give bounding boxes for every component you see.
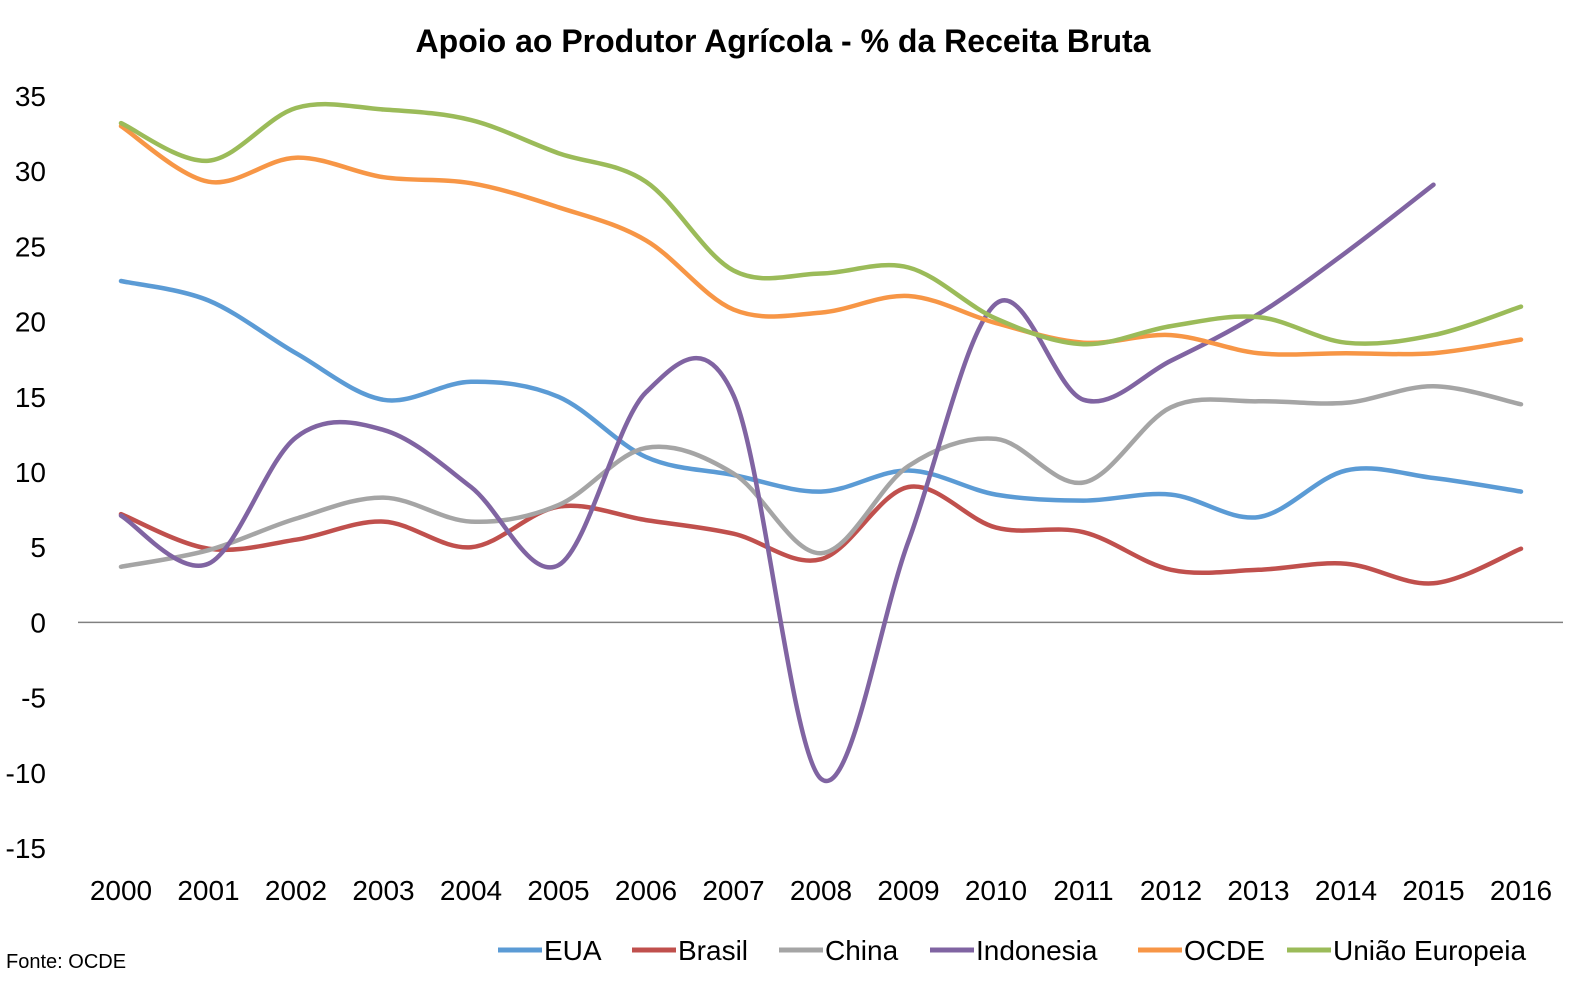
x-tick-label: 2015 [1402,875,1464,906]
series-line-brasil [118,484,1524,586]
y-tick-label: -10 [6,758,46,789]
legend-label: China [825,935,899,966]
legend: EUA Brasil China Indonesia OCDE União Europei… [498,935,1526,966]
x-tick-label: 2001 [177,875,239,906]
x-tick-label: 2004 [440,875,502,906]
y-tick-label: 5 [30,532,46,563]
x-tick-label: 2008 [790,875,852,906]
y-tick-label: -15 [6,833,46,864]
legend-label: União Europeia [1333,935,1526,966]
x-tick-label: 2010 [965,875,1027,906]
y-axis-ticks: 35 30 25 20 15 10 5 0 -5 -10 -15 [6,81,46,864]
legend-label: OCDE [1184,935,1265,966]
x-tick-label: 2014 [1315,875,1377,906]
x-tick-label: 2005 [527,875,589,906]
x-tick-label: 2007 [702,875,764,906]
series-lines [118,101,1524,784]
legend-label: Brasil [678,935,748,966]
chart-title: Apoio ao Produtor Agrícola - % da Receit… [416,23,1151,59]
y-tick-label: -5 [21,683,46,714]
y-tick-label: 20 [15,307,46,338]
x-tick-label: 2013 [1227,875,1289,906]
y-tick-label: 0 [30,607,46,638]
series-line-china [118,384,1524,570]
legend-label: EUA [544,935,602,966]
x-axis-ticks: 2000 2001 2002 2003 2004 2005 2006 2007 2008 2009… [90,875,1552,906]
y-tick-label: 35 [15,81,46,112]
series-line-uni-o-europeia [118,101,1524,347]
x-tick-label: 2012 [1140,875,1202,906]
legend-label: Indonesia [976,935,1098,966]
y-tick-label: 30 [15,156,46,187]
source-note: Fonte: OCDE [6,951,126,973]
x-tick-label: 2002 [265,875,327,906]
y-tick-label: 10 [15,457,46,488]
x-tick-label: 2000 [90,875,152,906]
y-tick-label: 15 [15,382,46,413]
y-tick-label: 25 [15,231,46,262]
series-line-eua [118,278,1524,520]
x-tick-label: 2016 [1490,875,1552,906]
x-tick-label: 2011 [1053,875,1113,906]
x-tick-label: 2003 [352,875,414,906]
series-line-ocde [118,123,1524,357]
series-line-indonesia [118,182,1436,784]
x-tick-label: 2006 [615,875,677,906]
x-tick-label: 2009 [877,875,939,906]
